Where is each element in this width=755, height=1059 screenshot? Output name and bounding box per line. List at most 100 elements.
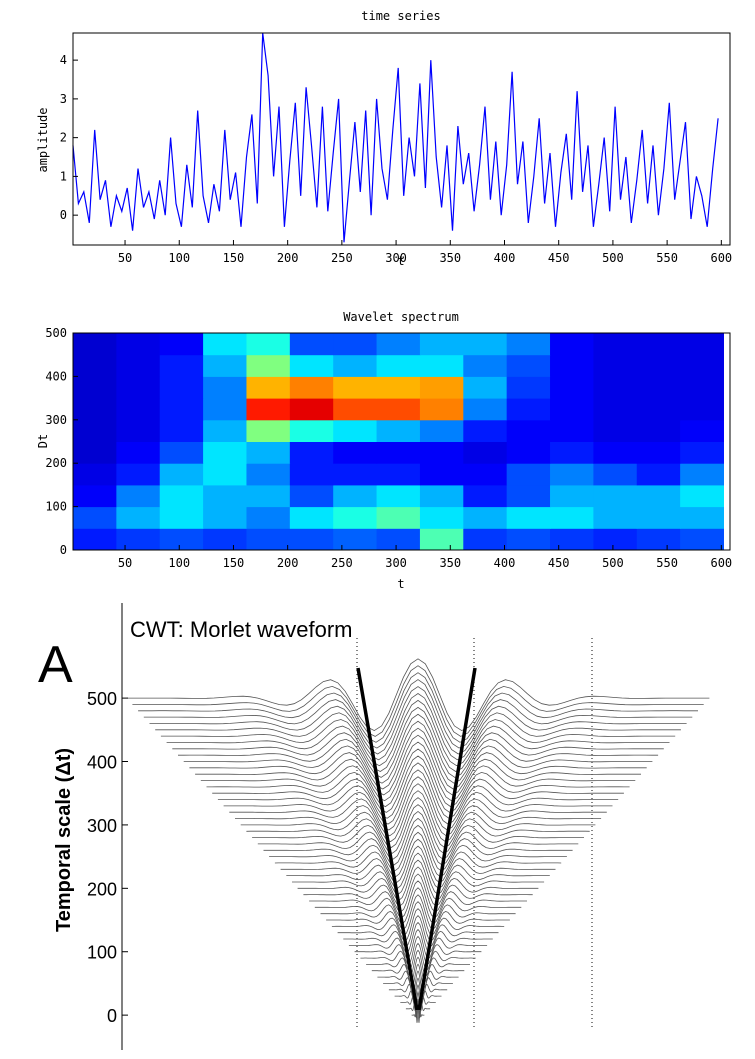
- x-tick-label: 350: [439, 556, 461, 570]
- heat-cell: [463, 419, 508, 442]
- heat-cell: [116, 376, 161, 399]
- heat-cell: [419, 528, 464, 551]
- heat-cell: [680, 484, 724, 508]
- wavelet-trace: [126, 658, 710, 732]
- ws-xlabel: t: [397, 577, 404, 591]
- heat-cell: [116, 441, 161, 464]
- heat-cell: [419, 354, 464, 377]
- heat-cell: [246, 441, 291, 464]
- heat-cell: [636, 506, 681, 529]
- heat-cell: [289, 376, 334, 399]
- ts-title: time series: [361, 9, 440, 23]
- heat-cell: [376, 441, 421, 464]
- wavelet-trace: [143, 679, 693, 749]
- heat-cell: [246, 333, 291, 356]
- wavelet-trace: [405, 998, 431, 1019]
- y-tick-label: 200: [87, 879, 117, 899]
- heat-cell: [116, 354, 161, 377]
- heat-cell: [116, 484, 161, 508]
- heat-cell: [203, 333, 247, 356]
- plot-frame: [72, 332, 731, 551]
- y-tick-label: 300: [87, 816, 117, 836]
- heat-cell: [289, 354, 334, 377]
- x-tick-label: 50: [118, 251, 132, 265]
- heat-cell: [506, 398, 551, 421]
- y-tick-label: 2: [60, 131, 67, 145]
- heat-cell: [419, 484, 464, 508]
- wavelet-trace: [400, 990, 436, 1013]
- y-tick-label: 0: [60, 208, 67, 222]
- heat-cell: [376, 398, 421, 421]
- heat-cell: [159, 506, 204, 529]
- x-tick-label: 200: [277, 251, 299, 265]
- heat-cell: [463, 528, 508, 551]
- heat-cell: [419, 419, 464, 442]
- cone-line: [356, 667, 419, 1011]
- heat-cell: [333, 528, 378, 551]
- heat-cell: [593, 419, 638, 442]
- wavelet-trace: [178, 720, 659, 784]
- wavelet-trace: [331, 908, 505, 942]
- wavelet-trace: [229, 783, 607, 837]
- heat-cell: [203, 419, 247, 442]
- wavelet-trace: [183, 727, 653, 790]
- heat-cell: [116, 419, 161, 442]
- wavelet-trace: [138, 672, 698, 743]
- heat-cell: [73, 506, 117, 529]
- x-tick-label: 200: [277, 556, 299, 570]
- wavelet-trace: [320, 894, 516, 930]
- y-tick-label: 100: [45, 500, 67, 514]
- heat-cell: [463, 441, 508, 464]
- ws-title: Wavelet spectrum: [343, 310, 459, 324]
- heat-cell: [376, 484, 421, 508]
- heat-cell: [550, 506, 594, 529]
- heat-cell: [463, 333, 508, 356]
- heat-cell: [73, 354, 117, 377]
- heat-cell: [680, 528, 724, 551]
- heat-cell: [73, 376, 117, 399]
- heat-cell: [73, 441, 117, 464]
- heat-cell: [159, 484, 204, 508]
- heat-cell: [506, 333, 551, 356]
- wavelet-trace: [149, 686, 687, 755]
- heat-cell: [419, 398, 464, 421]
- heat-cell: [73, 463, 117, 486]
- heat-cell: [419, 441, 464, 464]
- heat-cell: [550, 419, 594, 442]
- x-tick-label: 450: [548, 251, 570, 265]
- y-tick-label: 500: [45, 326, 67, 340]
- y-tick-label: 200: [45, 456, 67, 470]
- heat-cell: [73, 398, 117, 421]
- guides: [356, 638, 593, 1030]
- waveform-group: [126, 658, 710, 1023]
- wavelet-trace: [309, 880, 527, 919]
- heat-cell: [376, 463, 421, 486]
- heat-cell: [73, 528, 117, 551]
- y-tick-label: 300: [45, 413, 67, 427]
- heat-cell: [550, 484, 594, 508]
- series-line: [72, 32, 719, 243]
- heat-cell: [636, 463, 681, 486]
- y-tick-label: 4: [60, 53, 67, 67]
- heat-cell: [333, 484, 378, 508]
- heat-cell: [506, 463, 551, 486]
- heat-cell: [159, 528, 204, 551]
- x-tick-label: 600: [710, 556, 732, 570]
- heat-cell: [593, 484, 638, 508]
- wavelet-trace: [252, 810, 584, 860]
- wavelet-trace: [235, 790, 602, 843]
- wavelet-trace: [240, 797, 596, 848]
- heat-cell: [159, 376, 204, 399]
- heat-cell: [333, 506, 378, 529]
- x-tick-label: 100: [168, 251, 190, 265]
- heat-cell: [289, 441, 334, 464]
- y-tick-label: 0: [60, 543, 67, 557]
- heat-cell: [116, 463, 161, 486]
- heat-cell: [203, 528, 247, 551]
- heat-cell: [246, 419, 291, 442]
- heat-cell: [203, 463, 247, 486]
- heat-cell: [376, 354, 421, 377]
- heat-cell: [680, 506, 724, 529]
- wavelet-trace: [314, 887, 522, 925]
